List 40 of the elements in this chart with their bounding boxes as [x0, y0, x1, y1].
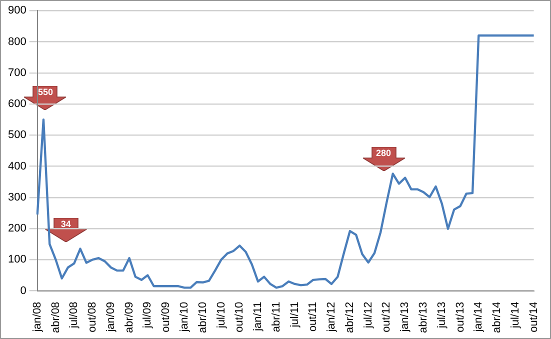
x-tick-label: out/08: [86, 302, 99, 332]
y-tick-label: 600: [8, 98, 26, 110]
x-tick-label: abr/13: [418, 302, 430, 334]
x-tick-label: jan/08: [31, 302, 44, 333]
y-tick-label: 200: [8, 222, 26, 235]
x-tick-label: jul/11: [288, 302, 301, 328]
x-tick-label: abr/12: [344, 302, 356, 334]
x-tick-label: jan/11: [252, 302, 264, 332]
y-tick-label: 500: [8, 129, 26, 142]
x-tick-label: abr/08: [50, 302, 62, 334]
x-tick-label: out/13: [454, 302, 466, 332]
x-tick-label: jan/13: [399, 302, 412, 333]
x-tick-label: abr/11: [270, 302, 282, 332]
y-tick-label: 400: [8, 160, 26, 172]
x-tick-label: jan/09: [104, 302, 117, 333]
x-tick-label: jul/14: [509, 302, 522, 330]
y-tick-label: 300: [8, 191, 26, 204]
x-tick-label: out/09: [160, 302, 172, 332]
x-tick-label: out/10: [234, 302, 246, 332]
x-tick-label: jan/12: [326, 302, 338, 333]
y-tick-label: 900: [8, 4, 26, 17]
annotation: 550: [36, 87, 54, 98]
x-tick-label: jul/13: [436, 302, 448, 330]
x-tick-label: abr/14: [491, 302, 504, 334]
annotation: 280: [375, 148, 392, 158]
x-tick-label: jan/14: [472, 302, 485, 333]
x-tick-label: out/12: [380, 302, 393, 332]
x-tick-label: out/14: [528, 302, 540, 332]
x-tick-label: jul/10: [215, 302, 228, 330]
x-tick-label: jan/10: [178, 302, 190, 333]
y-tick-label: 700: [8, 66, 26, 79]
x-tick-label: abr/09: [123, 302, 136, 334]
x-tick-label: jul/08: [68, 302, 80, 330]
y-tick-label: 800: [8, 36, 26, 48]
x-tick-label: abr/10: [196, 302, 209, 334]
x-tick-label: jul/12: [362, 302, 374, 330]
y-tick-label: 100: [8, 254, 26, 266]
x-tick-label: out/11: [307, 302, 320, 332]
y-tick-label: 0: [20, 284, 26, 297]
x-tick-label: jul/09: [142, 302, 154, 330]
